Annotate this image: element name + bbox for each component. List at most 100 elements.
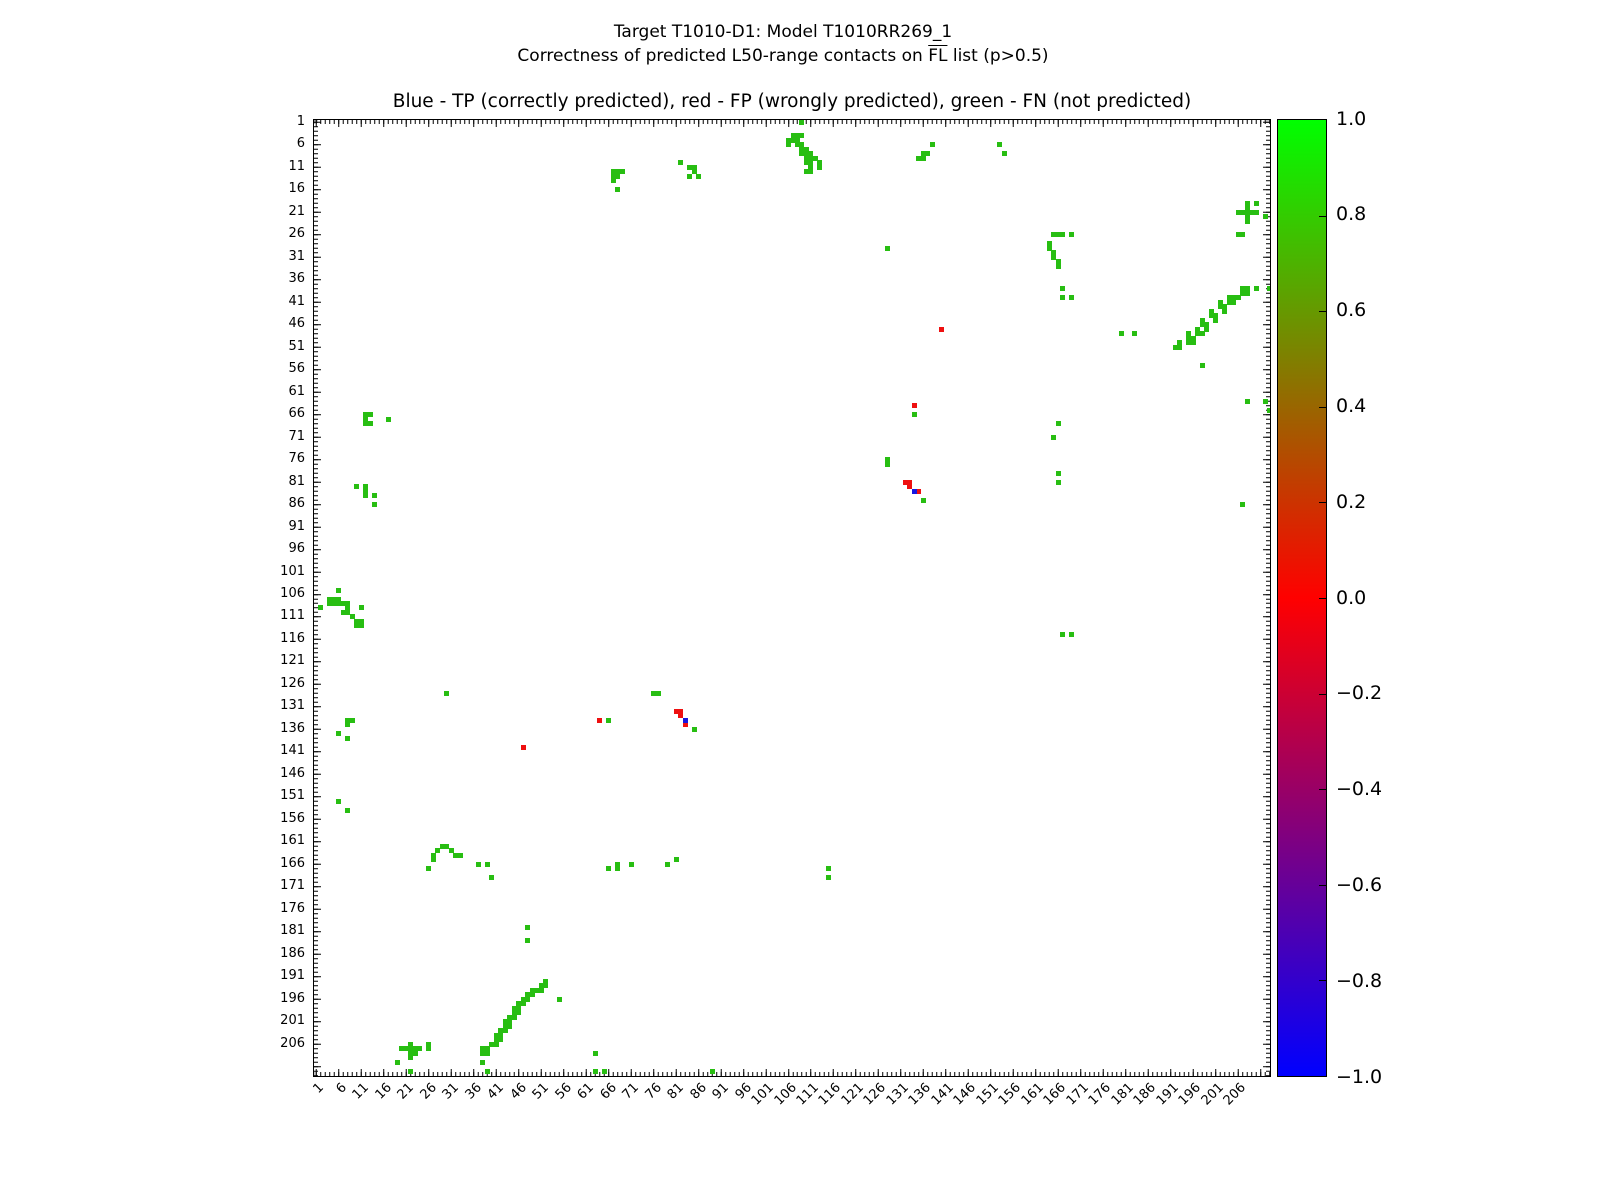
contact-point-fn	[1208, 313, 1214, 319]
contact-point-fp	[597, 717, 603, 723]
contact-point-fn	[799, 151, 805, 157]
contact-point-fn	[1240, 290, 1246, 296]
contact-point-fn	[345, 609, 351, 615]
contact-point-fn	[502, 1023, 508, 1029]
contact-point-fn	[498, 1028, 504, 1034]
contact-point-fn	[1199, 322, 1205, 328]
y-tick-label: 1	[296, 113, 305, 129]
contact-point-fn	[1262, 398, 1268, 404]
contact-point-fn	[430, 852, 436, 858]
contact-point-fn	[430, 857, 436, 863]
colorbar-tick	[1319, 884, 1326, 886]
y-tick-label: 111	[280, 608, 305, 624]
contact-point-fn	[336, 798, 342, 804]
contact-point-fn	[520, 1001, 526, 1007]
y-tick-label: 156	[280, 810, 305, 826]
colorbar-tick	[1319, 215, 1326, 217]
y-tick-label: 16	[288, 181, 305, 197]
contact-point-fn	[493, 1037, 499, 1043]
y-tick-label: 171	[280, 878, 305, 894]
contact-point-fn	[920, 155, 926, 161]
y-tick-label: 131	[280, 698, 305, 714]
contact-point-fn	[691, 726, 697, 732]
contact-point-fp	[682, 722, 688, 728]
y-tick-label: 106	[280, 586, 305, 601]
y-tick-label: 191	[280, 968, 305, 984]
contact-point-fn	[1244, 205, 1250, 211]
contact-point-fn	[448, 848, 454, 854]
contact-point-fn	[1186, 340, 1192, 346]
contact-point-fn	[664, 861, 670, 867]
contact-point-fn	[489, 875, 495, 881]
contact-point-fn	[349, 614, 355, 620]
contact-point-fn	[538, 987, 544, 993]
colorbar-tick	[1319, 693, 1326, 695]
contact-point-fp	[673, 708, 679, 714]
contact-point-fn	[1060, 632, 1066, 638]
contact-point-fn	[484, 1050, 490, 1056]
contact-point-fn	[911, 412, 917, 418]
y-tick-label: 201	[280, 1013, 305, 1029]
contact-point-fn	[1186, 331, 1192, 337]
contact-point-fn	[385, 416, 391, 422]
contact-point-fn	[516, 1001, 522, 1007]
contact-point-fn	[1046, 241, 1052, 247]
contact-point-fn	[1249, 209, 1255, 215]
contact-point-fn	[615, 861, 621, 867]
contact-point-fp	[902, 479, 908, 485]
contact-point-fn	[336, 600, 342, 606]
contact-point-fn	[394, 1059, 400, 1065]
contact-point-fn	[1253, 209, 1259, 215]
contact-point-fn	[997, 142, 1003, 148]
contact-point-fn	[354, 623, 360, 629]
contact-point-fn	[327, 596, 333, 602]
contact-point-fn	[511, 1005, 517, 1011]
contact-point-fn	[426, 866, 432, 872]
contact-point-fn	[1199, 317, 1205, 323]
contact-point-fn	[610, 173, 616, 179]
contact-point-fn	[601, 1068, 607, 1074]
colorbar-tick	[1319, 502, 1326, 504]
contact-point-fn	[592, 1068, 598, 1074]
contact-point-fn	[336, 596, 342, 602]
contact-point-fn	[417, 1046, 423, 1052]
y-tick-label: 116	[280, 630, 305, 646]
contact-point-fp	[520, 744, 526, 750]
contact-point-fn	[826, 866, 832, 872]
contact-point-fn	[363, 416, 369, 422]
contact-point-fn	[1235, 209, 1241, 215]
contact-point-fn	[1190, 335, 1196, 341]
contact-point-fn	[331, 600, 337, 606]
contact-point-fn	[498, 1037, 504, 1043]
y-tick-label: 151	[280, 788, 305, 804]
contact-point-fn	[480, 1059, 486, 1065]
contact-point-fn	[345, 605, 351, 611]
contact-point-fn	[1199, 331, 1205, 337]
contact-point-fn	[399, 1046, 405, 1052]
colorbar-tick-label: 1.0	[1336, 107, 1367, 130]
y-tick-label: 86	[288, 496, 305, 512]
contact-point-fp	[678, 708, 684, 714]
contact-point-fn	[493, 1041, 499, 1047]
contact-point-fn	[794, 133, 800, 139]
y-tick-label: 166	[280, 855, 305, 871]
contact-point-fn	[673, 857, 679, 863]
contact-point-fn	[484, 1046, 490, 1052]
contact-point-fn	[1240, 502, 1246, 508]
contact-point-fn	[1262, 214, 1268, 220]
contact-point-fn	[1267, 407, 1270, 413]
contact-point-fn	[1204, 322, 1210, 328]
contact-point-fn	[794, 137, 800, 143]
colorbar	[1277, 119, 1327, 1077]
contact-point-fn	[480, 1050, 486, 1056]
contact-point-tp	[682, 717, 688, 723]
y-tick-label: 176	[280, 900, 305, 916]
colorbar-tick-label: 0.8	[1336, 203, 1367, 226]
contact-point-fn	[345, 722, 351, 728]
contact-point-fn	[1051, 250, 1057, 256]
contact-point-fn	[1055, 470, 1061, 476]
right-minor-ticks	[1266, 120, 1270, 1076]
colorbar-tick-label: −0.4	[1336, 778, 1383, 801]
contact-point-fn	[489, 1041, 495, 1047]
top-major-ticks	[314, 120, 1270, 127]
